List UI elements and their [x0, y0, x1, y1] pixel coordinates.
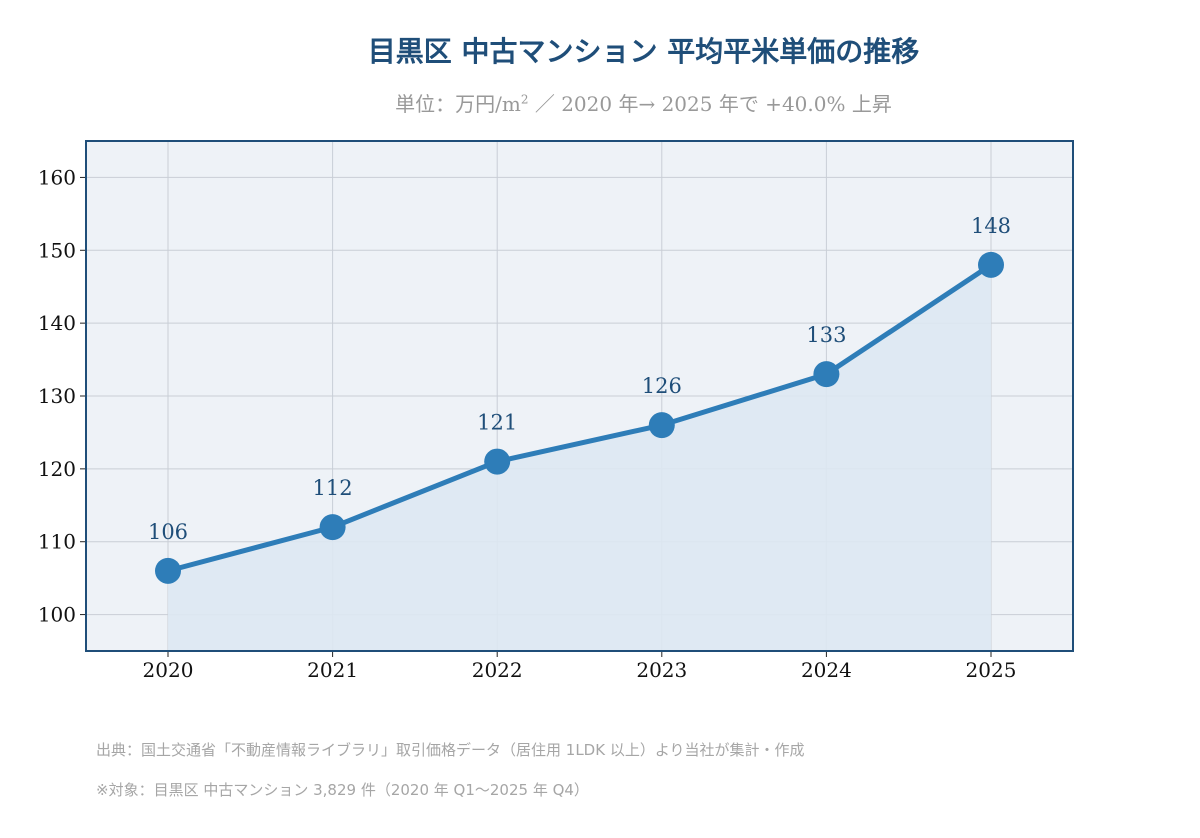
x-tick-label: 2022	[472, 658, 523, 682]
subtitle-superscript: 2	[520, 92, 529, 107]
data-point	[813, 361, 840, 388]
y-tick-label: 110	[38, 530, 76, 554]
y-tick-label: 160	[38, 165, 76, 189]
data-label: 126	[642, 374, 682, 398]
data-point	[648, 412, 675, 439]
plot-frame	[85, 140, 1074, 652]
x-tick-label: 2023	[636, 658, 687, 682]
x-tick-label: 2024	[801, 658, 852, 682]
chart-subtitle: 単位：万円/m2 ／ 2020 年→ 2025 年で +40.0% 上昇	[0, 88, 1200, 117]
data-point	[484, 448, 511, 475]
data-label: 106	[148, 520, 188, 544]
series-line	[165, 262, 994, 574]
y-tick-label: 100	[38, 603, 76, 627]
y-tick-label: 150	[38, 238, 76, 262]
y-tick-label: 140	[38, 311, 76, 335]
x-tick-label: 2020	[143, 658, 194, 682]
line-chart: 100 110 120 130 140 150 160 2020 2021 2022 2023 202…	[38, 140, 1074, 682]
data-label: 112	[313, 476, 353, 500]
subtitle-suffix: ／ 2020 年→ 2025 年で +40.0% 上昇	[528, 92, 892, 116]
data-point	[319, 514, 346, 541]
x-tick-label: 2021	[307, 658, 358, 682]
source-note: 出典：国土交通省「不動産情報ライブラリ」取引価格データ（居住用 1LDK 以上）…	[96, 741, 805, 759]
data-point	[155, 557, 181, 584]
x-tick-label: 2025	[966, 658, 1017, 682]
y-tick-label: 130	[38, 384, 76, 408]
data-label: 148	[971, 214, 1011, 238]
target-note: ※対象：目黒区 中古マンション 3,829 件（2020 年 Q1〜2025 年…	[96, 781, 589, 799]
data-label: 121	[477, 411, 517, 435]
subtitle-prefix: 単位：万円/m	[395, 92, 521, 116]
y-tick-label: 120	[38, 457, 76, 481]
data-point	[978, 251, 1004, 278]
area-fill	[168, 264, 991, 651]
data-label: 133	[806, 323, 846, 347]
chart-title: 目黒区 中古マンション 平均平米単価の推移	[367, 35, 920, 68]
